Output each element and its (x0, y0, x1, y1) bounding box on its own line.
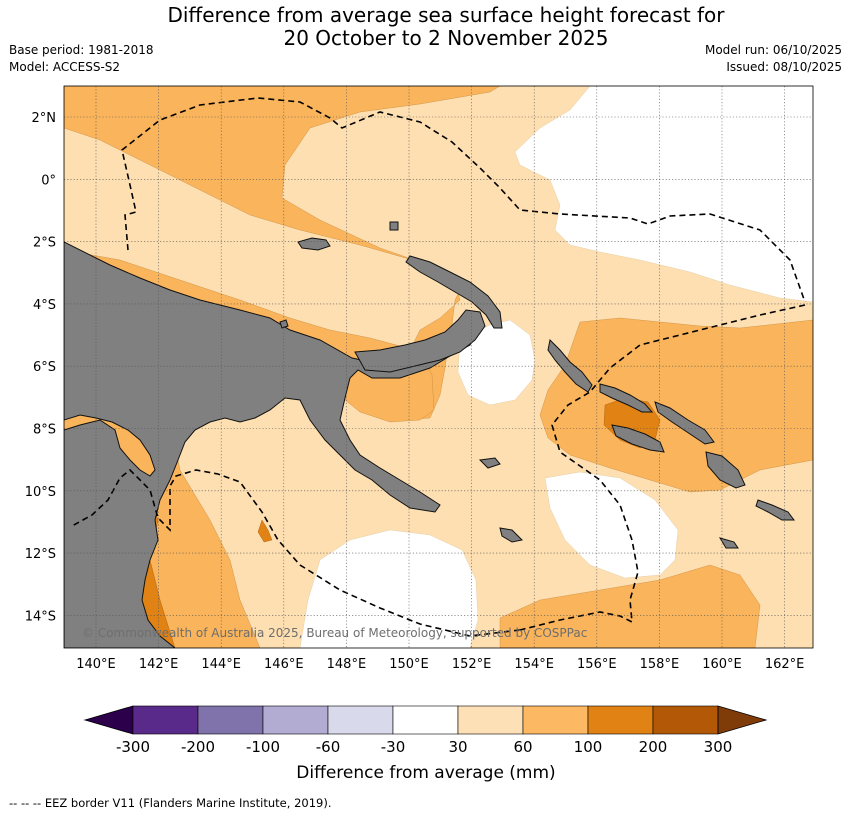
colorbar-swatch (587, 705, 654, 735)
colorbar-extend-high (717, 705, 768, 735)
lat-tick-label: 2°N (32, 111, 57, 126)
meta-right: Model run: 06/10/2025 Issued: 08/10/2025 (705, 42, 842, 76)
solomon-guadalcanal (611, 424, 665, 453)
map-frame (63, 85, 814, 649)
colorbar-tick-label: -30 (381, 738, 406, 756)
lat-tick-label: 10°S (25, 485, 56, 500)
colorbar-tick-label: 100 (574, 738, 603, 756)
lon-tick-label: 144°E (201, 657, 241, 672)
forecast-map-figure: © Commonwealth of Australia 2025, Bureau… (25, 85, 814, 783)
lon-tick-label: 140°E (76, 657, 116, 672)
colorbar-swatch (392, 705, 459, 735)
lon-tick-label: 146°E (264, 657, 304, 672)
colorbar-tick-label: 60 (513, 738, 532, 756)
base-period: Base period: 1981-2018 (9, 43, 154, 57)
manus-island (297, 237, 331, 251)
neutral-southeast (544, 471, 679, 579)
new-britain (354, 309, 486, 373)
lon-tick-label: 160°E (702, 657, 742, 672)
lon-tick-label: 156°E (577, 657, 617, 672)
title-line-2: 20 October to 2 November 2025 (283, 26, 609, 50)
colorbar-tick-label: 300 (704, 738, 733, 756)
colorbar-tick-label: -300 (116, 738, 150, 756)
eez-footnote: -- -- -- EEZ border V11 (Flanders Marine… (9, 796, 332, 810)
colorbar: -300 -200 -100 -60 -30 30 60 100 200 300 (83, 705, 768, 756)
colorbar-extend-low (83, 705, 134, 735)
colorbar-swatch (457, 705, 524, 735)
copyright-notice: © Commonwealth of Australia 2025, Bureau… (82, 626, 587, 640)
map-area: © Commonwealth of Australia 2025, Bureau… (64, 86, 813, 648)
island-tiny-3 (718, 537, 739, 549)
lon-tick-label: 158°E (640, 657, 680, 672)
neutral-south-central (299, 529, 479, 648)
solomon-choiseul (599, 383, 654, 413)
neutral-regions (299, 86, 813, 648)
longitude-labels: 140°E 142°E 144°E 146°E 148°E 150°E 152°E 154°E… (76, 657, 804, 672)
graticule (64, 86, 813, 648)
colorbar-swatch (132, 705, 199, 735)
title-line-1: Difference from average sea surface heig… (167, 3, 725, 27)
solomon-malaita (705, 451, 746, 489)
lon-tick-label: 154°E (514, 657, 554, 672)
lon-tick-label: 148°E (327, 657, 367, 672)
eez-border (71, 97, 806, 637)
lon-tick-label: 150°E (389, 657, 429, 672)
colorbar-swatch (197, 705, 264, 735)
solomon-santa-isabel (654, 401, 715, 445)
meta-left: Base period: 1981-2018 Model: ACCESS-S2 (9, 42, 154, 76)
eez-line-north (121, 97, 806, 303)
eez-line-east (519, 304, 806, 631)
issued-date: Issued: 08/10/2025 (726, 60, 842, 74)
lon-tick-label: 162°E (765, 657, 805, 672)
colorbar-tick-label: -60 (316, 738, 341, 756)
lat-tick-label: 8°S (33, 423, 56, 438)
eez-line-south (71, 468, 521, 637)
island-tiny-5 (389, 221, 399, 231)
neutral-north-east (514, 86, 813, 303)
lat-tick-label: 4°S (33, 298, 56, 313)
island-tiny-1 (478, 457, 501, 469)
lon-tick-label: 152°E (452, 657, 492, 672)
island-tiny-2 (499, 527, 524, 543)
colorbar-tick-label: 30 (448, 738, 467, 756)
colorbar-swatch (262, 705, 329, 735)
colorbar-label: Difference from average (mm) (296, 763, 555, 783)
lon-tick-label: 142°E (139, 657, 179, 672)
colorbar-swatch (327, 705, 394, 735)
colorbar-tick-label: -200 (181, 738, 215, 756)
model-name: Model: ACCESS-S2 (9, 60, 121, 74)
new-ireland (405, 255, 503, 329)
lat-tick-label: 2°S (33, 236, 56, 251)
neutral-central (457, 319, 536, 406)
lat-tick-label: 14°S (25, 609, 56, 624)
colorbar-tick-label: 200 (639, 738, 668, 756)
map-title: Difference from average sea surface heig… (0, 4, 850, 50)
latitude-labels: 2°N 0° 2°S 4°S 6°S 8°S 10°S 12°S 14°S (25, 111, 56, 624)
colorbar-swatch (652, 705, 719, 735)
colorbar-tick-label: -100 (246, 738, 280, 756)
lat-tick-label: 12°S (25, 547, 56, 562)
model-run: Model run: 06/10/2025 (704, 43, 842, 57)
region-100-200-torres (257, 519, 273, 543)
colorbar-swatch (522, 705, 589, 735)
lat-tick-label: 6°S (33, 360, 56, 375)
lat-tick-label: 0° (41, 173, 56, 188)
